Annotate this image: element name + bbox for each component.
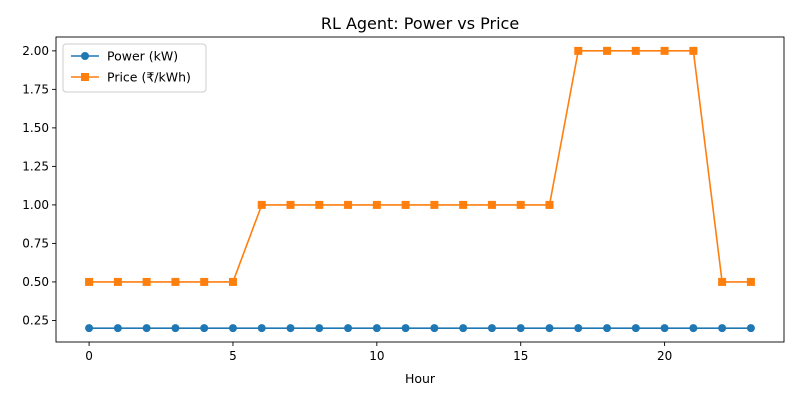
data-point (401, 200, 410, 209)
series-power (85, 324, 755, 333)
data-point (200, 277, 209, 286)
data-point (257, 324, 266, 333)
legend-label: Price (₹/kWh) (107, 70, 191, 85)
data-point (516, 324, 525, 333)
legend-item: Price (₹/kWh) (71, 70, 191, 85)
legend-label: Power (kW) (107, 49, 178, 64)
plot-area: 0 5 10 15 20 0.25 0.50 0.75 1.00 1.25 1.50 1.75 2.00 (22, 36, 785, 363)
data-point (113, 324, 122, 333)
data-point (516, 200, 525, 209)
data-point (660, 46, 669, 55)
data-point (545, 324, 554, 333)
data-point (171, 277, 180, 286)
data-point (200, 324, 209, 333)
x-tick-label: 0 (85, 349, 93, 363)
x-tick-label: 15 (513, 349, 528, 363)
data-point (85, 324, 94, 333)
data-point (718, 277, 727, 286)
y-tick-label: 0.50 (22, 275, 49, 289)
axes-frame (55, 36, 785, 343)
data-point (660, 324, 669, 333)
data-point (344, 324, 353, 333)
data-point (631, 324, 640, 333)
data-point (142, 277, 151, 286)
y-tick-label: 1.25 (22, 160, 49, 174)
x-tick-label: 20 (657, 349, 672, 363)
y-tick-label: 0.75 (22, 237, 49, 251)
data-point (286, 200, 295, 209)
x-axis-label: Hour (405, 371, 436, 386)
data-point (459, 200, 468, 209)
data-point (689, 46, 698, 55)
data-point (689, 324, 698, 333)
data-point (574, 324, 583, 333)
data-point (603, 46, 612, 55)
series-price (85, 46, 755, 286)
data-point (286, 324, 295, 333)
data-point (430, 324, 439, 333)
data-point (113, 277, 122, 286)
data-point (228, 277, 237, 286)
data-point (459, 324, 468, 333)
y-tick-label: 0.25 (22, 314, 49, 328)
x-tick-label: 10 (369, 349, 384, 363)
data-point (315, 200, 324, 209)
data-point (372, 324, 381, 333)
y-tick-label: 2.00 (22, 44, 49, 58)
data-point (142, 324, 151, 333)
y-tick-label: 1.75 (22, 83, 49, 97)
data-point (171, 324, 180, 333)
y-tick-label: 1.00 (22, 198, 49, 212)
data-point (372, 200, 381, 209)
data-point (487, 324, 496, 333)
data-point (718, 324, 727, 333)
data-point (257, 200, 266, 209)
data-point (430, 200, 439, 209)
y-tick-label: 1.50 (22, 121, 49, 135)
legend: Power (kW) Price (₹/kWh) (62, 43, 207, 93)
data-point (746, 277, 755, 286)
data-point (631, 46, 640, 55)
series-line (89, 50, 751, 283)
data-point (85, 277, 94, 286)
data-point (746, 324, 755, 333)
data-point (228, 324, 237, 333)
legend-marker (81, 73, 89, 81)
data-point (603, 324, 612, 333)
data-point (545, 200, 554, 209)
data-point (574, 46, 583, 55)
data-point (344, 200, 353, 209)
data-point (487, 200, 496, 209)
x-tick-label: 5 (229, 349, 237, 363)
chart-title: RL Agent: Power vs Price (321, 14, 519, 33)
data-point (401, 324, 410, 333)
data-point (315, 324, 324, 333)
legend-marker (81, 52, 89, 60)
legend-item: Power (kW) (71, 49, 178, 64)
